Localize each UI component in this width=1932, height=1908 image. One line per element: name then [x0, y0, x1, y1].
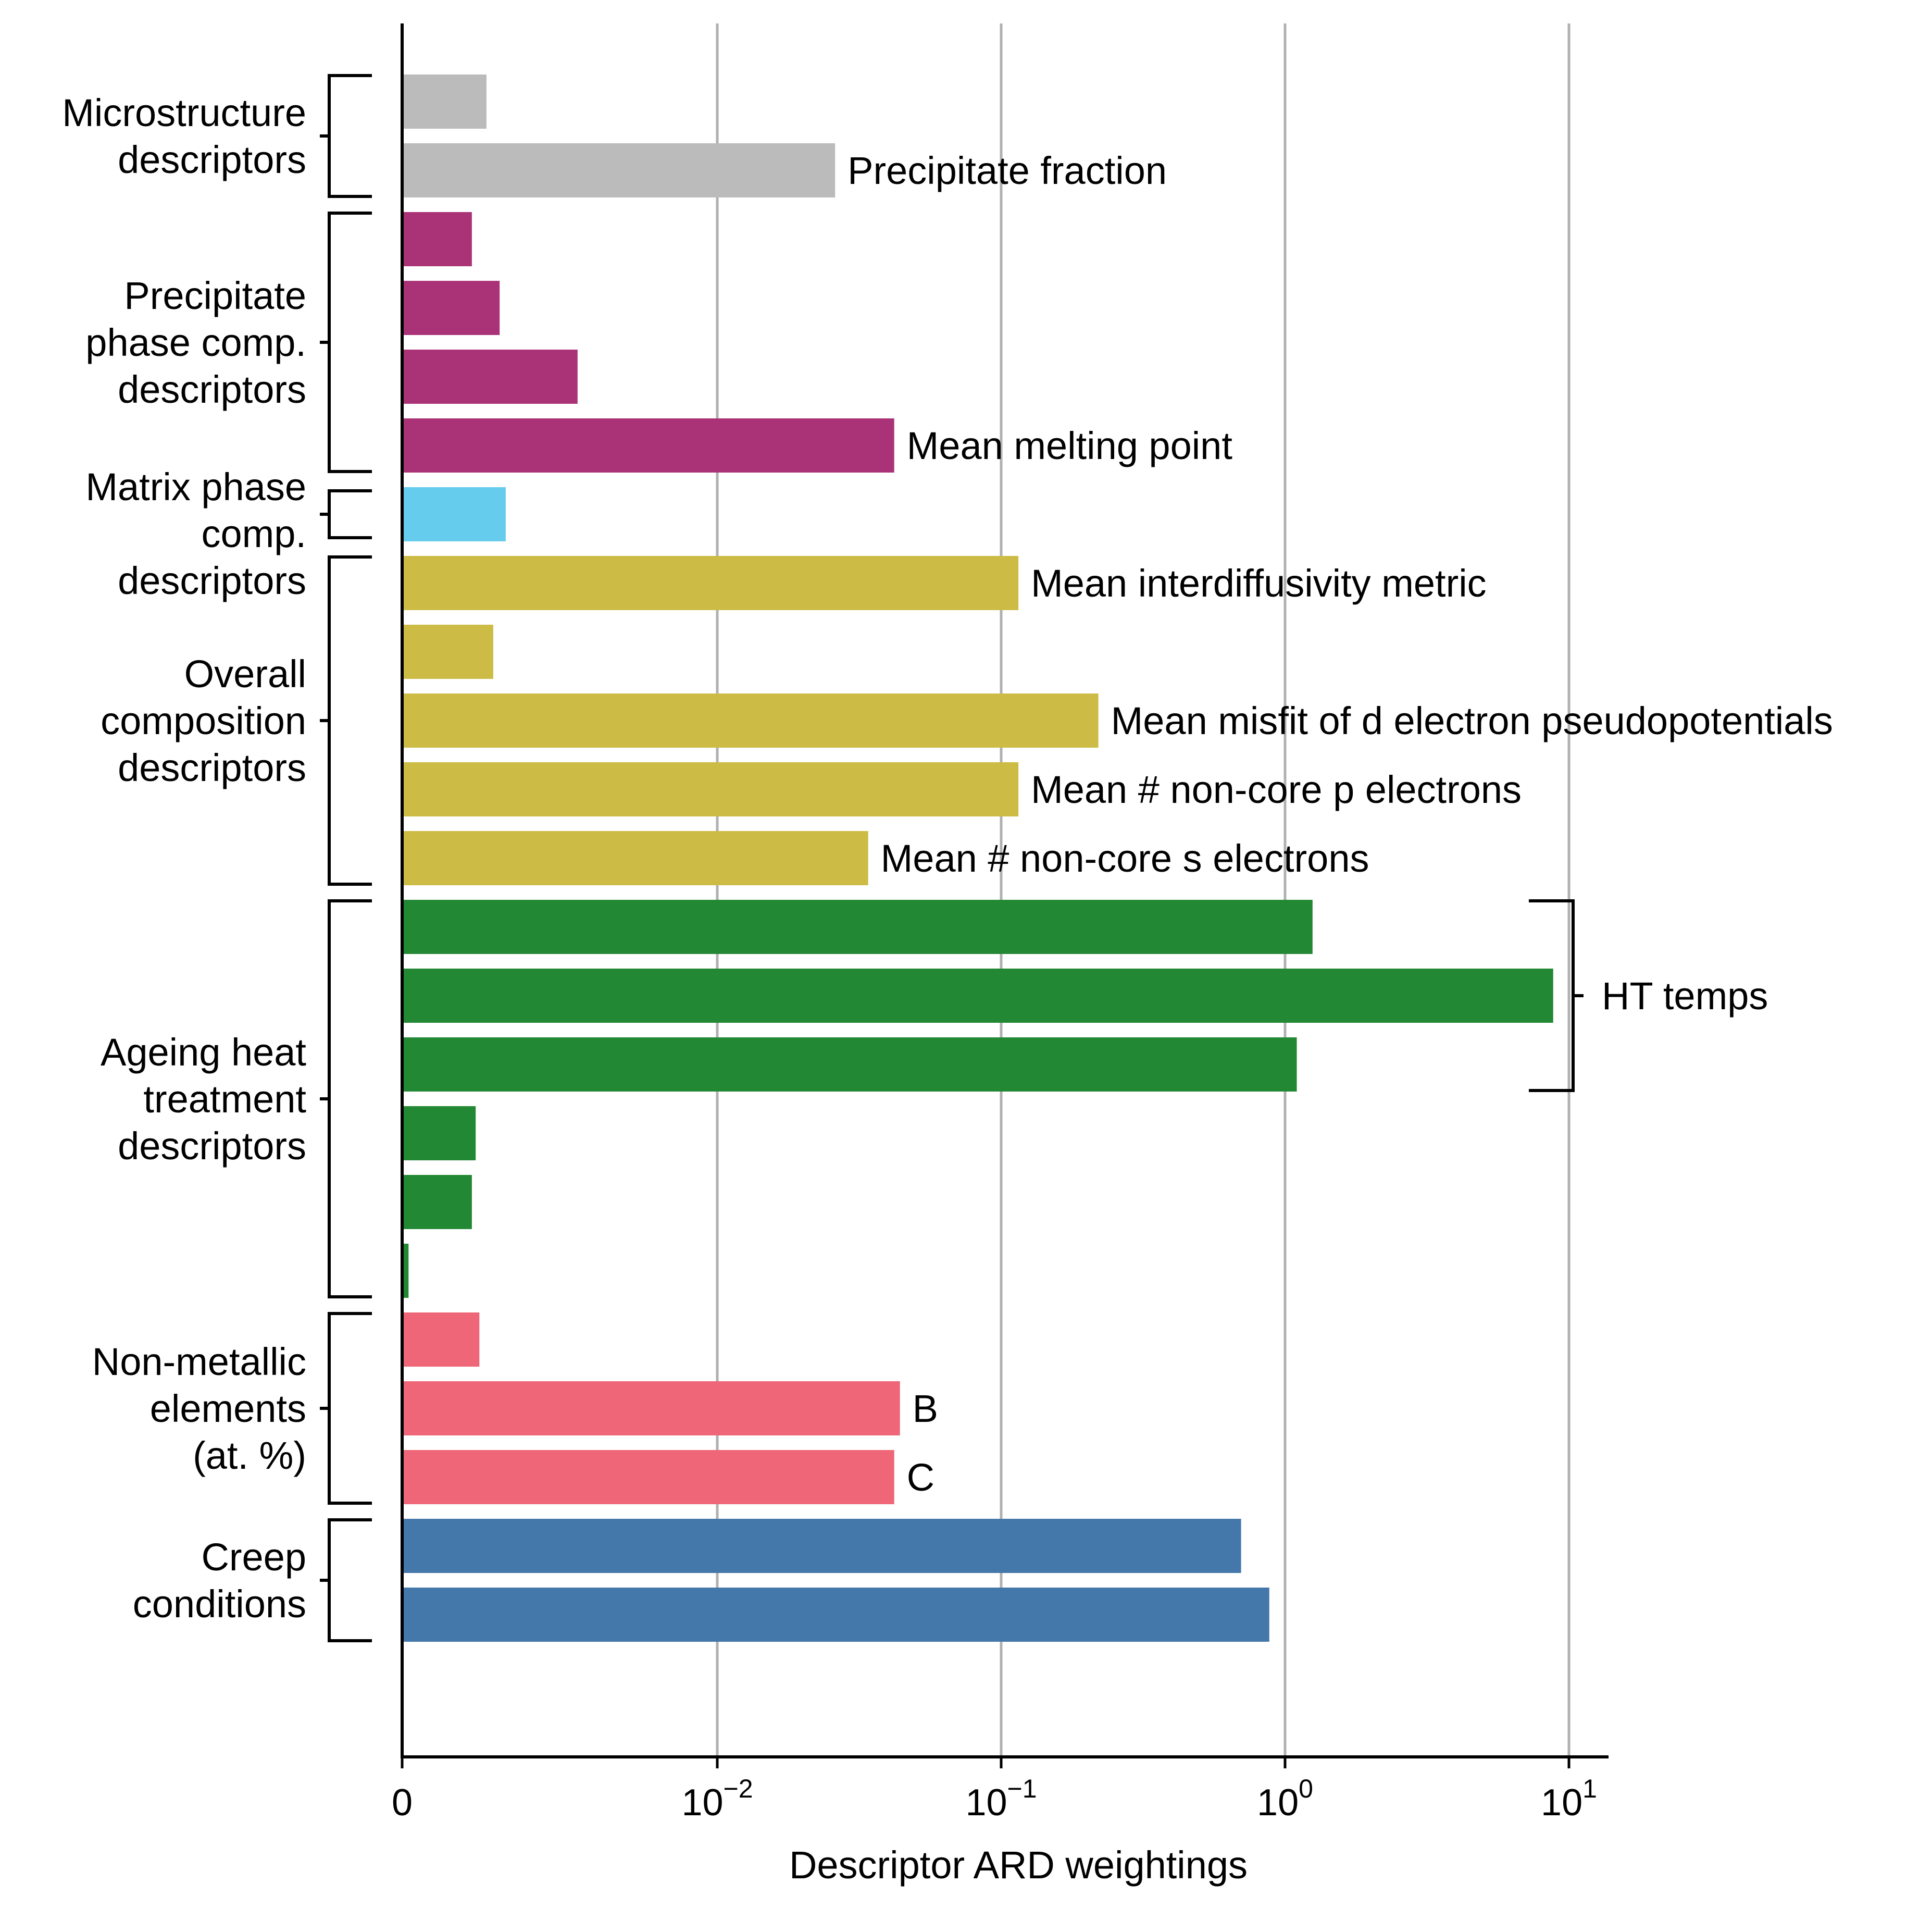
- bar: [402, 1106, 476, 1160]
- group-label: descriptors: [118, 559, 306, 602]
- bar-label: Mean melting point: [907, 424, 1233, 467]
- group-label: Microstructure: [62, 91, 306, 134]
- bar-labels: Precipitate fraction Mean melting point Me…: [847, 149, 1833, 1499]
- bar-label: C: [907, 1456, 934, 1499]
- bar-label: Precipitate fraction: [847, 149, 1167, 192]
- group-label: Creep: [201, 1535, 306, 1579]
- group-label: descriptors: [118, 1124, 306, 1168]
- tick-label: 10−2: [681, 1774, 753, 1824]
- group-label: elements: [150, 1387, 306, 1430]
- bar: [402, 1312, 480, 1367]
- bar-label: Mean # non-core p electrons: [1031, 768, 1522, 811]
- tick-label: 100: [1257, 1774, 1313, 1824]
- group-label: treatment: [143, 1077, 306, 1121]
- bar: [402, 487, 506, 541]
- group-labels: MicrostructuredescriptorsPrecipitatephas…: [62, 91, 306, 1626]
- bar: [402, 969, 1553, 1023]
- group-label: comp.: [201, 512, 306, 555]
- tick-label: 0: [392, 1782, 413, 1824]
- group-brackets: [320, 74, 372, 1642]
- group-label: conditions: [133, 1582, 306, 1626]
- group-label: descriptors: [118, 746, 306, 789]
- group-bracket: [328, 555, 372, 886]
- bar: [402, 831, 868, 885]
- bar: [402, 1450, 894, 1504]
- group-bracket: [328, 1312, 372, 1505]
- bar: [402, 143, 836, 197]
- bar-label: Mean # non-core s electrons: [881, 837, 1369, 880]
- annotations: HT temps: [1529, 899, 1768, 1092]
- bar: [402, 212, 472, 266]
- bar: [402, 1244, 409, 1298]
- axes: [401, 23, 1609, 1758]
- group-label: Non-metallic: [92, 1340, 306, 1383]
- bar: [402, 900, 1313, 954]
- bar: [402, 1037, 1297, 1092]
- bar: [402, 75, 487, 129]
- bar: [402, 418, 894, 473]
- bar: [402, 350, 578, 404]
- bars: [402, 75, 1553, 1642]
- bar-label: Mean interdiffusivity metric: [1031, 562, 1487, 605]
- group-bracket: [328, 1518, 372, 1642]
- group-label: Overall: [184, 652, 306, 696]
- group-label: phase comp.: [85, 321, 306, 364]
- group-label: Matrix phase: [85, 465, 306, 509]
- bar: [402, 1175, 472, 1229]
- bar: [402, 281, 500, 335]
- x-ticks: 0 10−2 10−1 100 101: [392, 1757, 1597, 1824]
- x-axis-label: Descriptor ARD weightings: [789, 1843, 1248, 1887]
- bar: [402, 1519, 1241, 1573]
- bar: [402, 1588, 1269, 1642]
- bar: [402, 556, 1019, 610]
- group-bracket: [328, 212, 372, 473]
- group-bracket: [328, 899, 372, 1298]
- group-label: composition: [101, 699, 306, 742]
- tick-label: 10−1: [965, 1774, 1037, 1824]
- bar: [402, 1381, 900, 1435]
- bar-label: B: [913, 1387, 938, 1430]
- group-label: Precipitate: [124, 274, 306, 317]
- group-label: Ageing heat: [101, 1031, 306, 1074]
- group-bracket: [328, 74, 372, 198]
- group-label: descriptors: [118, 368, 306, 411]
- tick-label: 101: [1541, 1774, 1597, 1824]
- bar: [402, 762, 1019, 816]
- bar: [402, 693, 1099, 748]
- group-bracket: [328, 489, 372, 539]
- annotation-label: HT temps: [1602, 974, 1768, 1018]
- group-label: descriptors: [118, 138, 306, 181]
- bar: [402, 625, 493, 679]
- group-label: (at. %): [193, 1434, 306, 1477]
- bar-label: Mean misfit of d electron pseudopotentia…: [1111, 699, 1833, 742]
